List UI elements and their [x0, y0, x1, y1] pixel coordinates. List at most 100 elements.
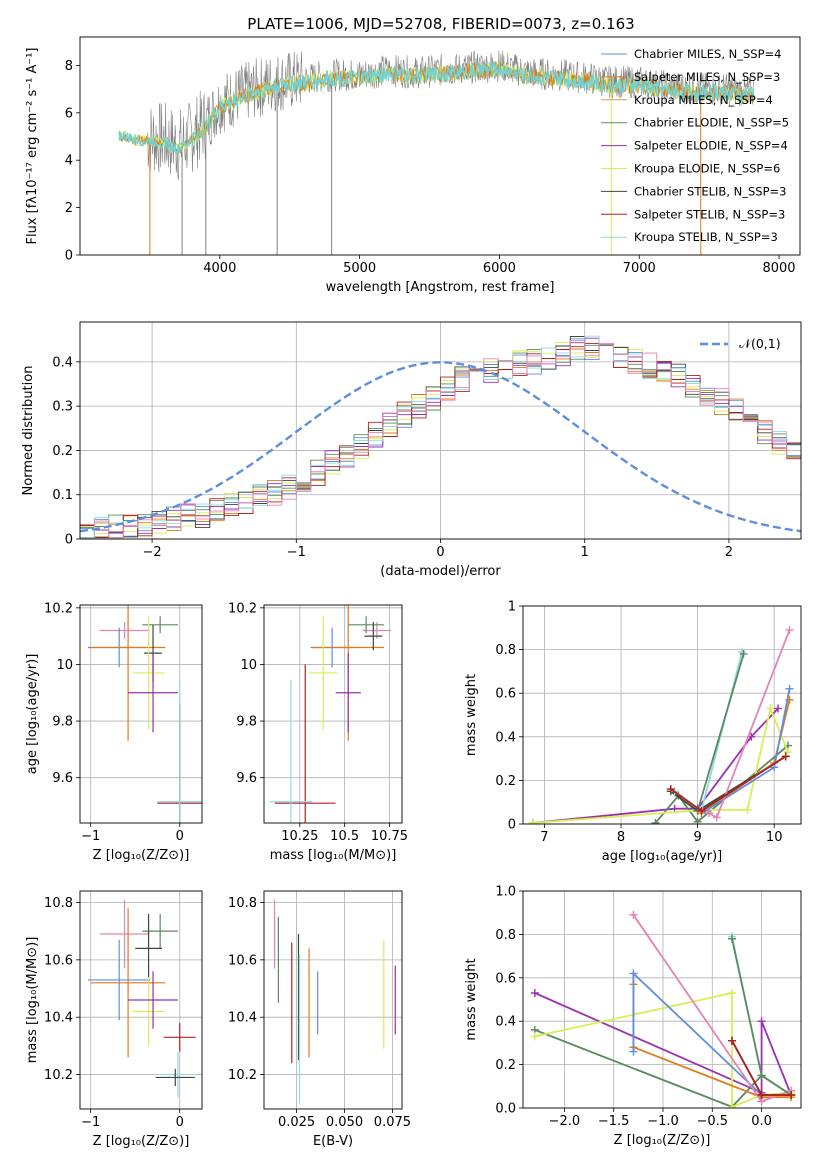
weight-marker — [666, 785, 675, 794]
data-point — [308, 616, 338, 730]
y-tick-label: 10.4 — [44, 1011, 73, 1026]
y-tick-label: 6 — [65, 106, 73, 121]
x-tick-label: 10.5 — [330, 829, 359, 844]
x-tick-label: −2 — [143, 545, 162, 560]
x-axis-label: (data-model)/error — [380, 564, 501, 579]
axes-frame — [522, 605, 802, 825]
legend-label: 𝒩(0,1) — [739, 336, 781, 351]
weight-marker — [697, 806, 706, 815]
x-tick-label: 10 — [766, 830, 783, 845]
data-point — [135, 913, 162, 983]
weight-marker — [781, 752, 790, 761]
chart-weight-vs-Z: −2.0 −1.5 −1.0 −0.5 0.0 0.0 0.2 0.4 0.6 0.8 1.0 Z [… — [464, 885, 802, 1148]
weight-marker — [743, 805, 752, 814]
y-tick-label: 9.6 — [236, 771, 257, 786]
y-tick-label: 0.2 — [495, 774, 516, 789]
y-tick-label: 0.6 — [495, 687, 516, 702]
legend-label: Chabrier ELODIE, N_SSP=5 — [634, 116, 789, 130]
y-tick-label: 0.8 — [495, 928, 516, 943]
x-tick-label: 8 — [617, 830, 625, 845]
data-point — [155, 1068, 195, 1087]
x-tick-label: 1 — [581, 545, 589, 560]
legend-label: Salpeter STELIB, N_SSP=3 — [634, 207, 785, 221]
axes-frame — [79, 321, 802, 540]
y-tick-label: 2 — [65, 201, 73, 216]
y-tick-label: 9.6 — [52, 771, 73, 786]
chart-spectrum: 4000 5000 6000 7000 8000 0 2 4 6 8 wavelength [Ang… — [25, 36, 801, 295]
weight-marker — [528, 818, 537, 824]
y-tick-label: 0.2 — [52, 444, 73, 459]
weight-marker — [727, 1036, 736, 1045]
y-tick-label: 1 — [508, 600, 516, 615]
x-tick-label: −1.5 — [598, 1114, 630, 1129]
y-tick-label: 9.8 — [236, 715, 257, 730]
data-point — [88, 939, 151, 1021]
legend-label: Kroupa STELIB, N_SSP=3 — [634, 230, 778, 244]
x-axis-label: Z [log₁₀(Z/Z⊙)] — [93, 1134, 190, 1149]
y-tick-label: 1.0 — [495, 885, 516, 900]
plot-area — [88, 605, 202, 823]
x-tick-label: 7000 — [623, 261, 656, 276]
data-point — [132, 616, 165, 730]
x-tick-label: −0.5 — [696, 1114, 728, 1129]
weight-marker — [651, 818, 660, 824]
plot-area — [269, 605, 392, 823]
legend-label: Kroupa ELODIE, N_SSP=6 — [634, 162, 780, 176]
chart-age-vs-Z: −1 0 9.6 9.8 10 10.2 Z [log₁₀(Z/Z⊙)] age [log₁₀… — [25, 601, 203, 863]
y-tick-label: 0.8 — [495, 643, 516, 658]
weight-marker — [727, 988, 736, 997]
weight-marker — [530, 1032, 539, 1041]
axes-frame — [79, 890, 203, 1110]
y-axis-label: Normed distribution — [21, 366, 36, 496]
weight-marker — [785, 684, 794, 693]
data-point — [157, 680, 202, 823]
weight-marker — [774, 704, 783, 713]
x-tick-label: −2.0 — [549, 1114, 581, 1129]
y-tick-label: 0.0 — [495, 1102, 516, 1117]
weight-marker — [783, 748, 792, 757]
chart-mass-vs-Z: −1 0 10.2 10.4 10.6 10.8 Z [log₁₀(Z/Z⊙)] mass [… — [25, 890, 203, 1149]
y-tick-label: 0 — [65, 533, 73, 548]
data-point — [364, 621, 383, 651]
weight-marker — [629, 969, 638, 978]
y-tick-label: 0.3 — [52, 400, 73, 415]
x-tick-label: 0.075 — [374, 1115, 411, 1130]
weight-marker — [766, 704, 775, 713]
x-tick-label: −1 — [81, 829, 100, 844]
y-tick-label: 0 — [65, 249, 73, 264]
axes-frame — [522, 890, 802, 1109]
data-point — [99, 899, 150, 969]
plot-area — [528, 625, 794, 824]
legend-label: Kroupa MILES, N_SSP=4 — [634, 93, 773, 107]
axes-frame — [263, 604, 403, 824]
plot-area — [273, 899, 396, 1104]
y-tick-label: 10.6 — [228, 953, 257, 968]
y-tick-label: 10.6 — [44, 953, 73, 968]
x-axis-label: age [log₁₀(age/yr)] — [602, 849, 723, 864]
data-point — [99, 621, 150, 639]
weight-marker — [785, 625, 794, 634]
x-tick-label: −1.0 — [647, 1114, 679, 1129]
y-tick-label: 10.4 — [228, 1011, 257, 1026]
weight-marker — [757, 1071, 766, 1080]
x-tick-label: 0.0 — [751, 1114, 772, 1129]
plot-area — [118, 50, 755, 255]
y-tick-label: 4 — [65, 154, 73, 169]
weight-series — [534, 992, 792, 1096]
x-axis-label: wavelength [Angstrom, rest frame] — [326, 280, 555, 295]
weight-marker — [787, 1090, 796, 1099]
weight-marker — [739, 649, 748, 658]
legend-label: Chabrier MILES, N_SSP=4 — [634, 47, 781, 61]
model-spectrum — [118, 60, 755, 155]
weight-marker — [530, 988, 539, 997]
x-tick-label: −1 — [81, 1115, 100, 1130]
legend-label: Salpeter MILES, N_SSP=3 — [634, 70, 780, 84]
y-tick-label: 10.8 — [44, 896, 73, 911]
x-tick-label: 2 — [725, 545, 733, 560]
x-tick-label: 7 — [540, 830, 548, 845]
weight-series — [696, 653, 745, 812]
chart-age-vs-mass: 10.25 10.5 10.75 9.6 9.8 10 10.2 mass [log₁₀(M/… — [228, 601, 408, 863]
x-tick-label: 0 — [176, 829, 184, 844]
axes-frame — [263, 890, 403, 1110]
y-tick-label: 9.8 — [52, 715, 73, 730]
